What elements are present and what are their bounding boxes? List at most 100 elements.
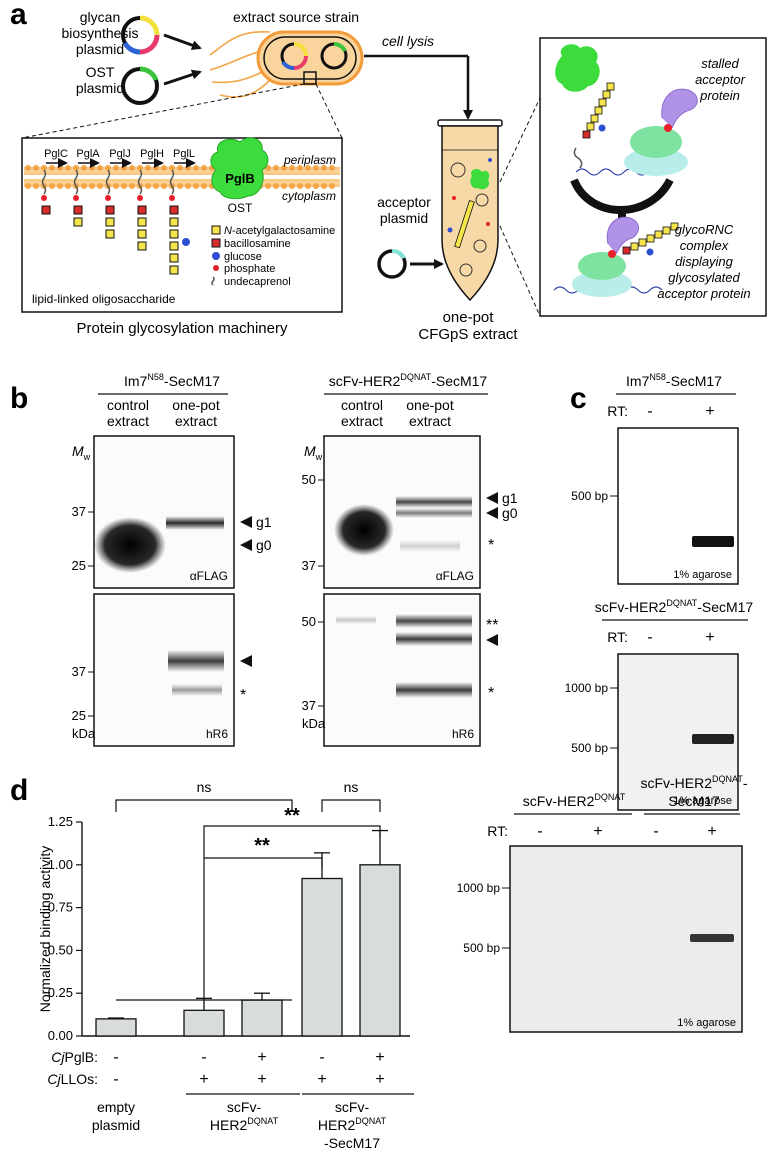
panel-a: a glycan biosynthesis plasmid OST plasmi…: [10, 0, 767, 343]
enzyme-pglj: PglJ: [109, 148, 130, 160]
acceptor-plasmid-icon: [377, 249, 407, 279]
blot-right-bottom-tick-37: 37: [302, 698, 316, 713]
blot-right-g0-label: g0: [502, 505, 518, 521]
gel-c-bottom-minus: -: [647, 629, 652, 646]
blot-left-g0-arrow: [240, 539, 252, 551]
blot-left-top-tick-25: 25: [72, 558, 86, 573]
legend-phosphate-label: phosphate: [224, 263, 275, 275]
ost-label: OST: [228, 201, 253, 215]
gel-c-top-title: Im7N58-SecM17: [626, 372, 722, 389]
llo-sign: +: [257, 1071, 266, 1088]
gel-c-bottom-band: [692, 734, 734, 744]
legend-galnac-icon: [211, 225, 221, 235]
galnac-square: [169, 253, 179, 263]
gel-c-bottom-agarose: 1% agarose: [673, 795, 732, 807]
blot-right-bottom-band-control: [336, 616, 376, 624]
blot-right-mw: Mw: [304, 443, 323, 462]
blot-left-mw: Mw: [72, 443, 91, 462]
blot-right-kda: kDa: [302, 716, 326, 731]
group-scfv-2: HER2DQNAT: [210, 1116, 279, 1133]
blot-left-kda: kDa: [72, 726, 96, 741]
gel-d-sign-3: -: [653, 823, 658, 840]
gel-d-title-2b: SecM17: [668, 793, 720, 809]
ost-plasmid-label-1: OST: [86, 64, 115, 80]
blot-right-title: scFv-HER2DQNAT-SecM17: [329, 372, 488, 389]
phosphate-dot: [137, 195, 143, 201]
sig-ns-left: ns: [197, 779, 212, 795]
galnac-square: [105, 217, 115, 227]
galnac-square: [137, 229, 147, 239]
chart-ytick-label: 0.00: [48, 1028, 73, 1043]
blot-right-lane1-2: extract: [341, 413, 383, 429]
panel-c-letter: c: [570, 382, 587, 415]
blot-left-top-band-control: [94, 517, 166, 573]
binding-chart: 0.00 0.25 0.50 0.75 1.00 1.25 Normalized bindi…: [37, 814, 410, 1043]
pglb-label: PglB: [225, 171, 255, 186]
membrane-top: [24, 167, 340, 175]
galnac-square: [105, 229, 115, 239]
chart-ytick-label: 1.00: [48, 857, 73, 872]
glycornc-label-1: glycoRNC: [675, 222, 734, 237]
blot-right-top-tick-37: 37: [302, 558, 316, 573]
legend-glucose-icon: [212, 252, 220, 260]
gel-d-ladder-500: 500 bp: [463, 941, 500, 955]
gel-d-rt: RT:: [487, 823, 508, 839]
periplasm-label: periplasm: [283, 153, 336, 167]
group-empty-1: empty: [97, 1099, 135, 1115]
chart-ytick-label: 0.50: [48, 942, 73, 957]
pglb-sign: -: [319, 1049, 324, 1066]
legend-phosphate-icon: [213, 265, 219, 271]
blot-right-top-tick-50: 50: [302, 472, 316, 487]
blot-right-top-antibody: αFLAG: [436, 569, 474, 583]
legend-undecaprenol-icon: [211, 276, 215, 286]
blot-right-g1-arrow: [486, 492, 498, 504]
extract-source-strain-label: extract source strain: [233, 9, 359, 25]
blot-left-lane1-2: extract: [107, 413, 149, 429]
blot-right-top-band-star: [400, 540, 460, 552]
acceptor-plasmid-label-2: plasmid: [380, 210, 428, 226]
bacillosamine-square: [41, 205, 51, 215]
glycornc-label-4: glycosylated: [668, 270, 740, 285]
glycan-plasmid-label-3: plasmid: [76, 41, 124, 57]
glycornc-label-2: complex: [680, 238, 729, 253]
blot-right-top-band-g1: [396, 496, 472, 508]
blot-left-g1-label: g1: [256, 514, 272, 530]
significance-brackets: ns ** ** ns: [115, 779, 381, 1001]
gel-d-band: [690, 934, 734, 942]
llo-sign: +: [317, 1071, 326, 1088]
llo-sign: +: [199, 1071, 208, 1088]
blot-right-lane2-1: one-pot: [406, 397, 454, 413]
undecaprenol-squiggle: [105, 169, 111, 195]
gel-c-bottom-ladder-500: 500 bp: [571, 741, 608, 755]
pglb-sign: -: [201, 1049, 206, 1066]
glycornc-label-3: displaying: [675, 254, 734, 269]
gel-c-top-plus: +: [705, 403, 714, 420]
panel-b: b Im7N58-SecM17 control extract one-pot …: [10, 372, 518, 747]
blot-left-g1-arrow: [240, 516, 252, 528]
chart-bar: [241, 999, 283, 1037]
panel-d: d 0.00 0.25 0.50 0.75 1.00 1.25 Normalized bin…: [10, 774, 748, 1151]
llo-caption: lipid-linked oligosaccharide: [32, 292, 176, 306]
gel-d-title-1: scFv-HER2DQNAT: [523, 792, 626, 809]
glucose-circle: [182, 238, 190, 246]
chart-bar: [301, 877, 343, 1037]
enzyme-pglc: PglC: [44, 148, 68, 160]
stalled-label-1: stalled: [701, 56, 739, 71]
blot-left-bottom-tick-25: 25: [72, 708, 86, 723]
bacillosamine-square: [169, 205, 179, 215]
machinery-caption: Protein glycosylation machinery: [77, 320, 288, 337]
panel-c: c Im7N58-SecM17 RT: - + 500 bp 1% agaros…: [565, 372, 753, 811]
blot-left-g0-label: g0: [256, 537, 272, 553]
blot-left-top-tick-37: 37: [72, 504, 86, 519]
gel-c-bottom-plus: +: [705, 629, 714, 646]
group-empty-2: plasmid: [92, 1117, 140, 1133]
glycan-plasmid-icon: [121, 15, 160, 55]
cell-lysis-label: cell lysis: [382, 33, 434, 49]
chart-y-label: Normalized binding activity: [37, 846, 53, 1013]
bacterium-cell-icon: [209, 30, 364, 98]
blot-right-bottom-band-dstar: [396, 614, 472, 628]
phosphate-dot: [73, 195, 79, 201]
pglb-enzyme-icon: [210, 137, 269, 200]
group-scfv-secm-3: -SecM17: [324, 1135, 380, 1151]
zoom-line-right-top: [499, 97, 541, 183]
